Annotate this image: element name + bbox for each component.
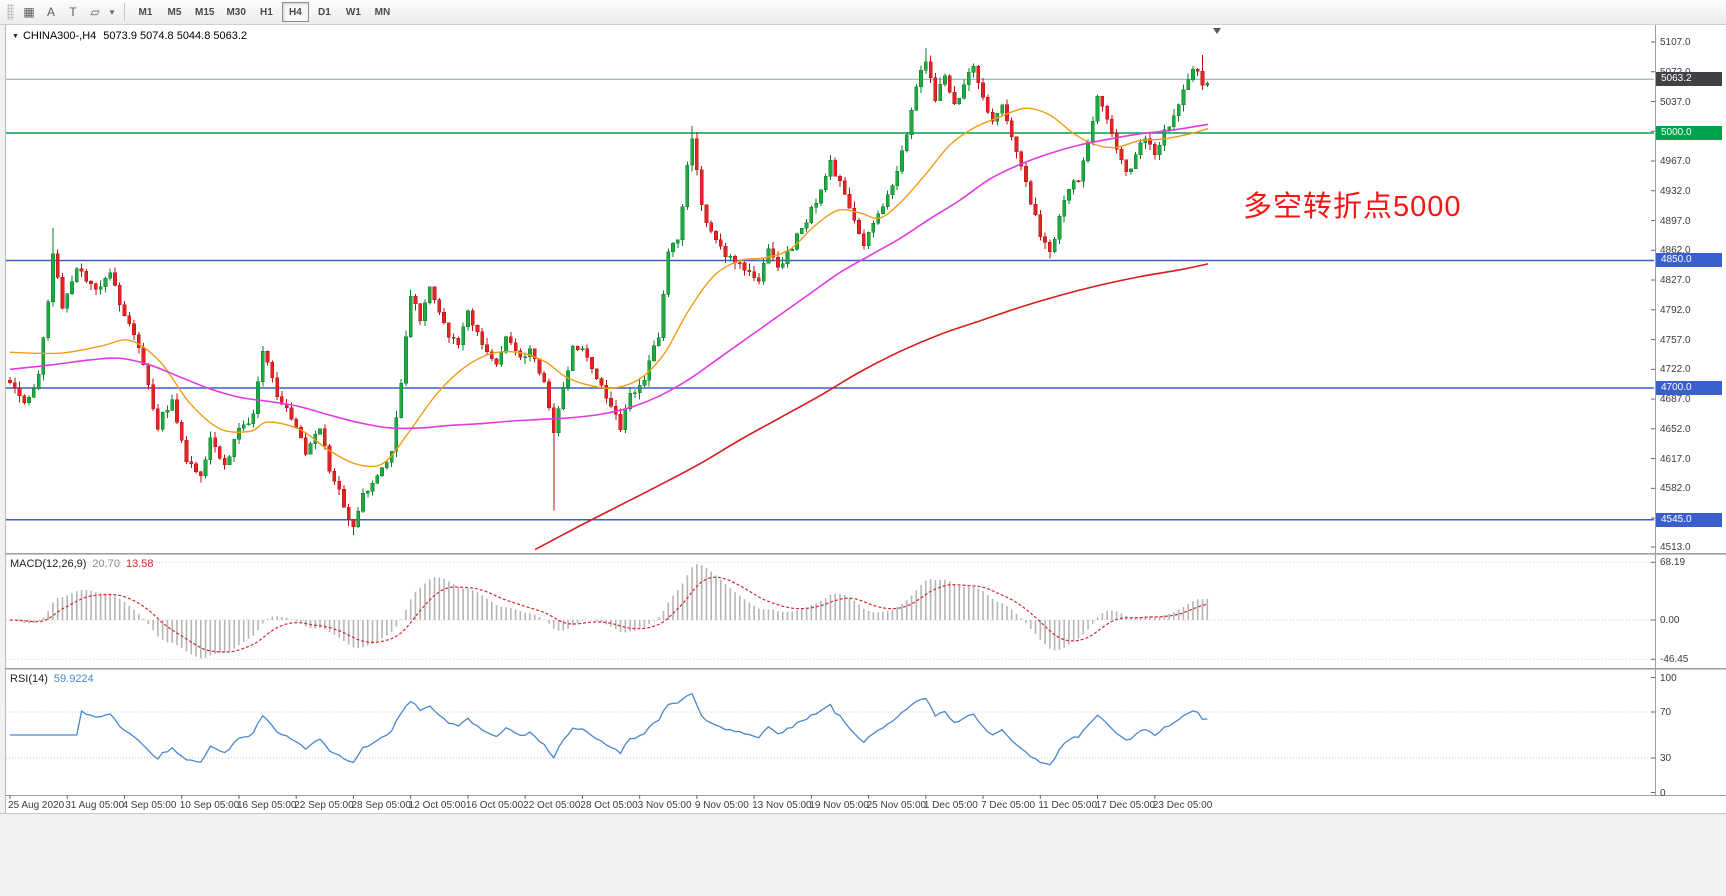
macd-indicator-label: MACD(12,26,9) 20.70 13.58 bbox=[10, 558, 159, 570]
timeframe-button-m30[interactable]: M30 bbox=[221, 2, 250, 22]
collapse-triangle-icon[interactable]: ▼ bbox=[12, 33, 19, 40]
symbol-period-label: CHINA300-,H4 bbox=[22, 30, 97, 42]
macd-signal-value: 13.58 bbox=[125, 558, 154, 570]
toolbar-grip[interactable] bbox=[7, 4, 14, 20]
grid-icon: ▦ bbox=[23, 5, 35, 19]
timeframe-button-d1[interactable]: D1 bbox=[311, 2, 338, 22]
timeframe-buttons-group: M1 M5 M15 M30 H1 H4 D1 W1 MN bbox=[131, 2, 397, 22]
cursor-a-icon: A bbox=[46, 5, 55, 19]
ma-medium-line bbox=[9, 123, 1209, 430]
cursor-tool-button[interactable]: A bbox=[40, 2, 62, 22]
candlesticks bbox=[8, 47, 1210, 536]
ma-fast-line bbox=[9, 107, 1209, 468]
timeframe-button-m5[interactable]: M5 bbox=[161, 2, 188, 22]
macd-histogram bbox=[13, 564, 1209, 659]
rsi-name-label: RSI(14) bbox=[10, 673, 48, 685]
macd-name-label: MACD(12,26,9) bbox=[10, 558, 87, 570]
macd-signal-line bbox=[9, 576, 1208, 653]
window-bottom-area bbox=[0, 813, 1726, 896]
panel-separator[interactable] bbox=[5, 553, 1726, 555]
toolbar-separator bbox=[124, 3, 125, 21]
macd-main-value: 20.70 bbox=[92, 558, 120, 570]
grid-tool-button[interactable]: ▦ bbox=[18, 2, 40, 22]
chart-title: ▼ CHINA300-,H4 5073.9 5074.8 5044.8 5063.2 bbox=[12, 30, 247, 42]
timeframe-button-h1[interactable]: H1 bbox=[253, 2, 280, 22]
timeframe-button-w1[interactable]: W1 bbox=[340, 2, 367, 22]
panel-separator[interactable] bbox=[5, 668, 1726, 670]
ma-slow-line bbox=[534, 263, 1209, 551]
shapes-dropdown-button[interactable]: ▾ bbox=[106, 2, 118, 22]
axis-ticks bbox=[9, 41, 1655, 799]
dropdown-caret-icon: ▾ bbox=[109, 6, 115, 17]
rsi-indicator-label: RSI(14) 59.9224 bbox=[10, 673, 100, 685]
rsi-line bbox=[10, 692, 1208, 766]
ohlc-values-label: 5073.9 5074.8 5044.8 5063.2 bbox=[103, 30, 248, 42]
rsi-value: 59.9224 bbox=[53, 673, 94, 685]
tool-buttons-group: ▦ A T ▱ ▾ bbox=[18, 2, 118, 22]
shapes-tool-button[interactable]: ▱ bbox=[84, 2, 106, 22]
chart-annotation-text[interactable]: 多空转折点5000 bbox=[1243, 191, 1462, 223]
toolbar: ▦ A T ▱ ▾ M1 M5 M15 M30 H1 H4 D1 W1 MN bbox=[0, 0, 1726, 25]
timeframe-button-h4[interactable]: H4 bbox=[281, 2, 309, 22]
timeframe-button-m15[interactable]: M15 bbox=[190, 2, 219, 22]
shapes-tool-icon: ▱ bbox=[90, 5, 100, 19]
text-tool-icon: T bbox=[69, 5, 77, 19]
text-tool-button[interactable]: T bbox=[62, 2, 84, 22]
timeframe-button-m1[interactable]: M1 bbox=[132, 2, 159, 22]
timeframe-button-mn[interactable]: MN bbox=[369, 2, 396, 22]
chart-shift-marker-icon[interactable] bbox=[1213, 28, 1221, 34]
